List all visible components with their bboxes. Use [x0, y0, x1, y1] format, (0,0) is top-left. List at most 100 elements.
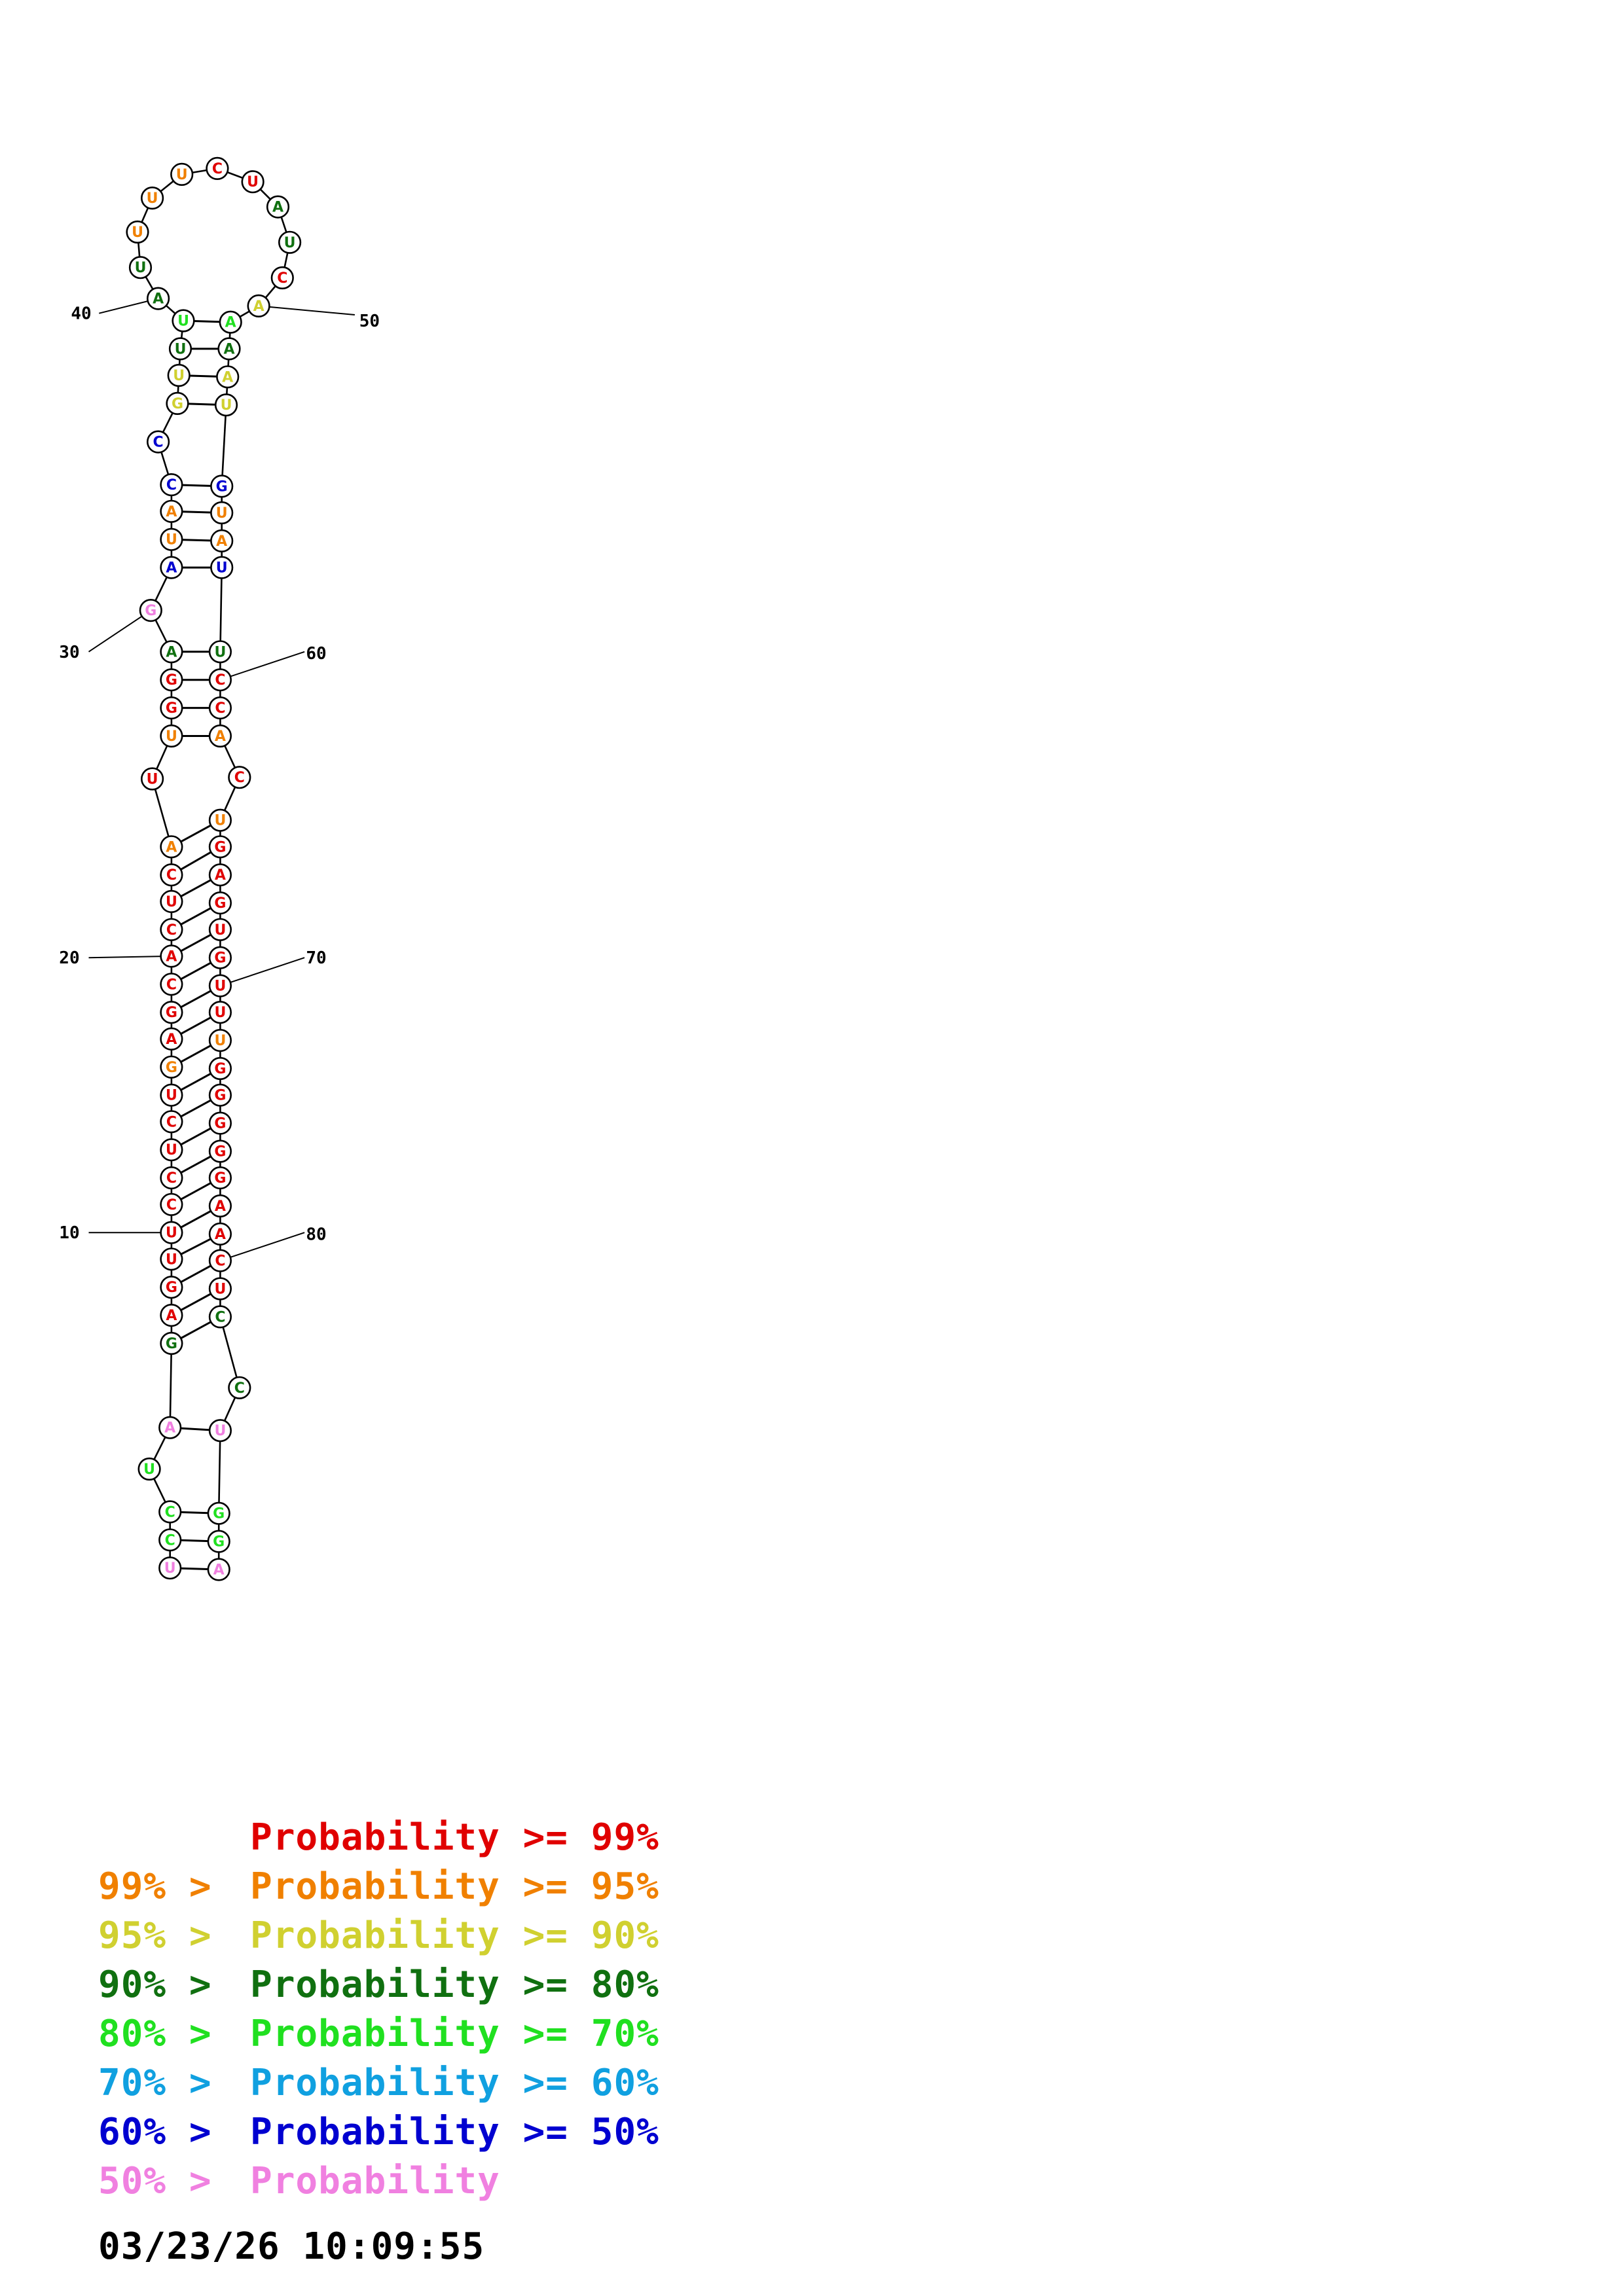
nucleotide: A [210, 529, 234, 553]
position-tick-line [88, 955, 172, 959]
nucleotide-circle [208, 863, 232, 887]
position-tick-label: 10 [59, 1223, 79, 1243]
nucleotide-circle [214, 393, 238, 417]
nucleotide-circle [160, 1110, 183, 1134]
nucleotide-circle [160, 473, 183, 497]
nucleotide-base-letter: G [166, 1280, 177, 1296]
legend-probability-range: Probability >= 70% [250, 2013, 659, 2055]
legend-probability-range: Probability >= 99% [250, 1816, 659, 1859]
nucleotide-base-letter: U [284, 235, 296, 251]
nucleotide-base-letter: U [214, 978, 226, 995]
nucleotide-circle [160, 973, 183, 996]
nucleotide: A [160, 1303, 183, 1327]
backbone-segment [219, 567, 223, 652]
nucleotide-base-letter: A [253, 298, 264, 315]
nucleotide-base-letter: A [225, 315, 236, 331]
nucleotide-circle [160, 556, 183, 579]
nucleotide: A [160, 835, 183, 859]
nucleotide-circle [160, 1001, 183, 1024]
nucleotide-base-letter: A [215, 867, 226, 884]
nucleotide-base-letter: A [166, 948, 177, 965]
nucleotide: C [160, 918, 183, 941]
nucleotide-base-letter: G [214, 1170, 226, 1187]
nucleotide-base-letter: G [213, 1506, 225, 1522]
nucleotide: A [160, 640, 183, 664]
nucleotide: U [172, 309, 195, 332]
nucleotide-circle [160, 835, 183, 859]
legend-row: 95% > Probability >= 90% [98, 1911, 659, 1960]
position-tick-label: 60 [306, 644, 326, 664]
nucleotide: A [208, 724, 232, 748]
nucleotide-circle [208, 1028, 232, 1052]
nucleotide-base-letter: G [166, 672, 177, 689]
position-tick-label: 20 [59, 948, 79, 968]
nucleotide-circle [208, 1277, 232, 1300]
nucleotide-base-letter: C [166, 1170, 177, 1187]
nucleotide: A [208, 1194, 232, 1218]
nucleotide-base-letter: A [166, 644, 177, 660]
nucleotide: U [137, 1457, 161, 1481]
nucleotide: U [210, 501, 234, 525]
nucleotide-layer: UCCUAGAGUUCCUCUGAGCACUCAUUGGAGAUACCGUUUA… [126, 156, 302, 1581]
nucleotide-base-letter: C [166, 1197, 177, 1213]
nucleotide: G [208, 1111, 232, 1135]
backbone-segment [151, 778, 173, 848]
nucleotide: G [208, 1139, 232, 1163]
nucleotide: G [208, 835, 232, 859]
nucleotide: U [208, 1001, 232, 1024]
legend-probability-range: Probability >= 80% [250, 1964, 659, 2006]
legend-threshold-prefix: 50% > [98, 2160, 235, 2202]
nucleotide: C [228, 766, 251, 789]
position-tick-label: 50 [359, 312, 380, 331]
nucleotide: U [126, 220, 149, 244]
nucleotide: G [208, 946, 232, 969]
nucleotide-base-letter: U [177, 314, 189, 330]
nucleotide: A [147, 287, 170, 310]
nucleotide-base-letter: C [215, 700, 225, 717]
nucleotide-circle [160, 668, 183, 692]
nucleotide: G [160, 696, 183, 720]
nucleotide-circle [160, 1221, 183, 1244]
nucleotide: U [141, 767, 164, 791]
nucleotide-base-letter: C [166, 477, 177, 493]
nucleotide: G [208, 1166, 232, 1190]
nucleotide: A [216, 365, 240, 389]
legend-probability-range: Probability >= 95% [250, 1865, 659, 1908]
nucleotide-base-letter: A [213, 1562, 225, 1579]
legend-threshold-prefix: 95% > [98, 1914, 235, 1957]
nucleotide-base-letter: G [172, 396, 183, 412]
nucleotide: G [160, 1276, 183, 1299]
nucleotide: U [167, 363, 191, 387]
legend-row: 80% > Probability >= 70% [98, 2009, 659, 2058]
nucleotide: U [160, 889, 183, 913]
nucleotide-circle [160, 499, 183, 523]
nucleotide-circle [216, 365, 240, 389]
nucleotide: U [208, 640, 232, 664]
nucleotide: A [160, 556, 183, 579]
nucleotide: C [208, 668, 232, 692]
nucleotide: C [160, 1166, 183, 1190]
nucleotide: U [160, 1083, 183, 1107]
nucleotide: C [160, 973, 183, 996]
nucleotide-circle [208, 1222, 232, 1246]
nucleotide: G [208, 1056, 232, 1081]
nucleotide-circle [128, 256, 153, 279]
backbone-segment [169, 1343, 173, 1428]
nucleotide-base-letter: U [164, 1560, 176, 1577]
nucleotide-circle [210, 556, 234, 579]
nucleotide: G [160, 668, 183, 692]
nucleotide: U [160, 1138, 183, 1162]
nucleotide-base-letter: G [214, 895, 226, 912]
legend-row: 70% > Probability >= 60% [98, 2058, 659, 2108]
nucleotide: U [160, 528, 183, 551]
nucleotide-circle [160, 1331, 183, 1355]
nucleotide: G [207, 1501, 230, 1525]
nucleotide: U [128, 256, 153, 279]
nucleotide-base-letter: U [214, 1423, 226, 1439]
nucleotide-base-letter: C [165, 1504, 175, 1520]
nucleotide-base-letter: G [166, 1336, 177, 1352]
nucleotide-base-letter: G [214, 950, 226, 967]
nucleotide-circle [158, 1416, 182, 1439]
nucleotide-base-letter: U [166, 1225, 177, 1242]
